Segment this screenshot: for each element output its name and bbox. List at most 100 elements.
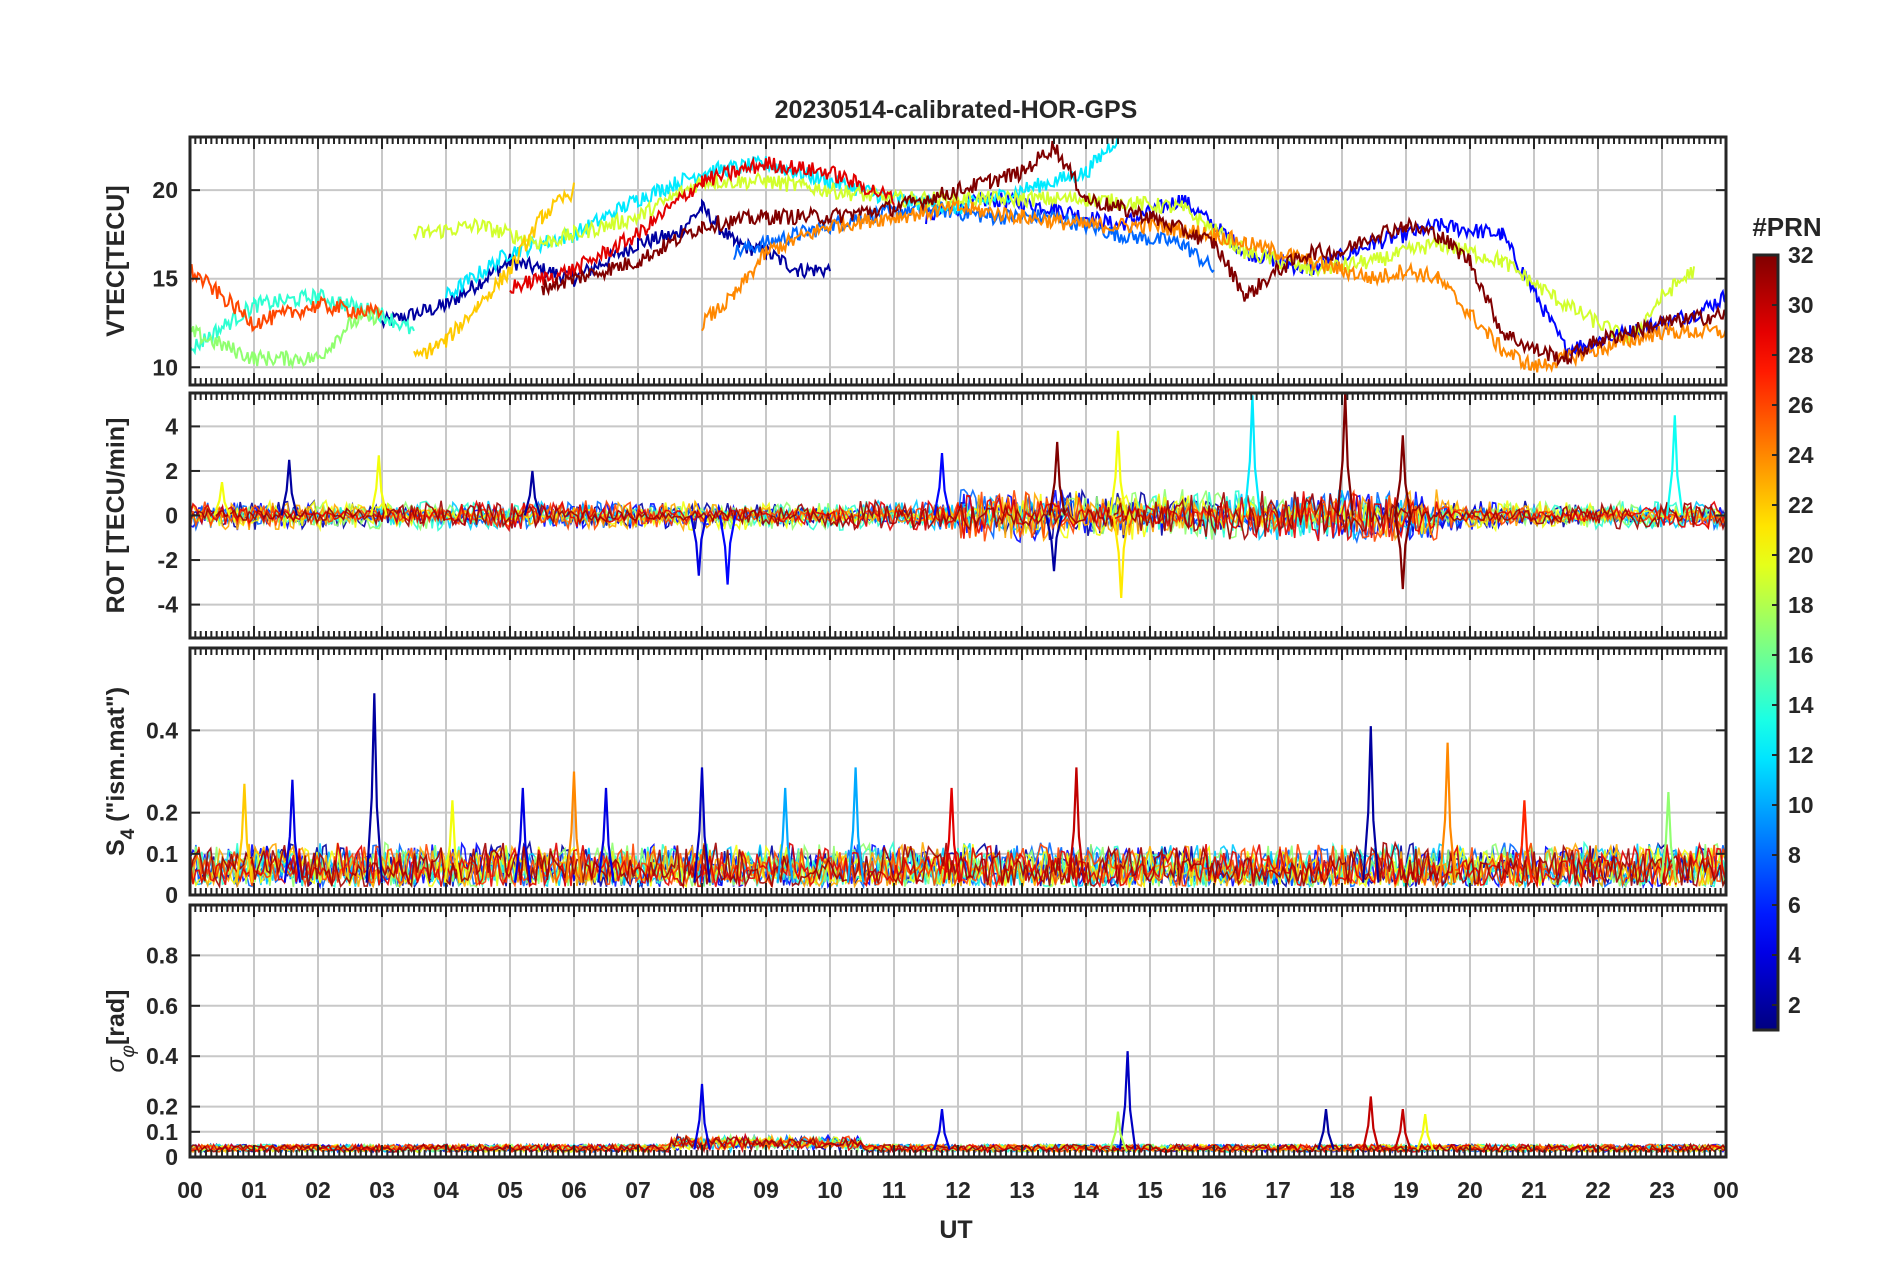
y-tick-label: -4 bbox=[158, 592, 179, 618]
spike-prn-32 bbox=[1048, 441, 1066, 516]
spike-prn-20 bbox=[370, 455, 388, 516]
x-tick-label: 04 bbox=[433, 1177, 459, 1203]
colorbar-tick-label: 22 bbox=[1788, 492, 1814, 518]
colorbar-gradient bbox=[1754, 255, 1778, 1030]
y-tick-label: 0.1 bbox=[146, 841, 178, 867]
spike-prn-10 bbox=[776, 787, 794, 883]
y-tick-label: 10 bbox=[152, 354, 178, 380]
spike-prn-20 bbox=[1416, 1114, 1434, 1150]
spike-prn-4 bbox=[597, 787, 615, 883]
spike-prn-22 bbox=[235, 783, 254, 883]
spike-prn-32 bbox=[1336, 393, 1354, 516]
colorbar-tick-label: 28 bbox=[1788, 342, 1814, 368]
x-tick-label: 15 bbox=[1137, 1177, 1163, 1203]
grid-lines bbox=[190, 905, 1726, 1157]
y-tick-label: 0 bbox=[165, 1144, 178, 1170]
x-tick-label: 02 bbox=[305, 1177, 331, 1203]
series-prn-2 bbox=[381, 198, 831, 330]
x-axis-label: UT bbox=[939, 1216, 972, 1244]
colorbar-tick-label: 2 bbox=[1788, 992, 1801, 1018]
spike-prn-4 bbox=[933, 1108, 951, 1150]
spike-prn-32 bbox=[1394, 435, 1412, 516]
spike-prn-17 bbox=[1659, 792, 1678, 883]
y-tick-label: 0.4 bbox=[146, 1043, 178, 1069]
colorbar-tick-label: 16 bbox=[1788, 642, 1814, 668]
minor-ticks bbox=[189, 393, 1727, 638]
spike-prn-27 bbox=[1515, 800, 1534, 883]
colorbar-tick-label: 32 bbox=[1788, 242, 1814, 268]
x-tick-label: 00 bbox=[1713, 1177, 1739, 1203]
colorbar-title: #PRN bbox=[1752, 212, 1821, 242]
series-group bbox=[190, 137, 1726, 374]
x-tick-label: 22 bbox=[1585, 1177, 1611, 1203]
x-tick-label: 23 bbox=[1649, 1177, 1675, 1203]
y-tick-label: -2 bbox=[158, 547, 178, 573]
x-tick-label: 08 bbox=[689, 1177, 715, 1203]
x-tick-label: 05 bbox=[497, 1177, 523, 1203]
spike-prn-3 bbox=[1118, 1051, 1137, 1150]
x-tick-label: 12 bbox=[945, 1177, 971, 1203]
y-tick-label: 0.2 bbox=[146, 800, 178, 826]
x-tick-label: 03 bbox=[369, 1177, 395, 1203]
colorbar-tick-label: 4 bbox=[1788, 942, 1801, 968]
y-tick-label: 0.1 bbox=[146, 1119, 178, 1145]
y-axis-label: S4 ("ism.mat") bbox=[102, 687, 139, 856]
y-tick-label: 0.2 bbox=[146, 1094, 178, 1120]
y-tick-label: 4 bbox=[165, 413, 178, 439]
minor-ticks bbox=[189, 648, 1727, 895]
colorbar-tick-label: 30 bbox=[1788, 292, 1814, 318]
x-tick-label: 01 bbox=[241, 1177, 267, 1203]
y-tick-label: 0.4 bbox=[146, 717, 178, 743]
spike-prn-20 bbox=[213, 481, 231, 516]
spike-prn-30 bbox=[1394, 1108, 1412, 1150]
spike-prn-24 bbox=[565, 771, 583, 883]
spike-prn-5 bbox=[718, 515, 737, 585]
x-tick-label: 07 bbox=[625, 1177, 651, 1203]
colorbar-tick-label: 10 bbox=[1788, 792, 1814, 818]
minor-ticks bbox=[189, 137, 1727, 385]
y-tick-label: 2 bbox=[165, 458, 178, 484]
series-group bbox=[190, 693, 1726, 890]
spike-prn-2 bbox=[1362, 726, 1380, 883]
spike-prn-29 bbox=[942, 787, 961, 883]
colorbar-tick-label: 26 bbox=[1788, 392, 1814, 418]
series-group bbox=[190, 393, 1726, 598]
spike-prn-4 bbox=[690, 515, 708, 576]
spike-prn-4 bbox=[283, 779, 302, 883]
x-tick-label: 14 bbox=[1073, 1177, 1099, 1203]
x-tick-label: 11 bbox=[882, 1177, 907, 1203]
spike-prn-2 bbox=[1317, 1108, 1335, 1150]
x-tick-label: 06 bbox=[561, 1177, 587, 1203]
y-axis-label: VTEC[TECU] bbox=[102, 185, 130, 336]
panel-s4: 0 0.1 0.2 0.4 S4 ("ism.mat") bbox=[102, 646, 1728, 908]
y-axis-label: σφ[rad] bbox=[102, 989, 139, 1072]
spike-prn-2 bbox=[1045, 515, 1063, 572]
panel-rot: -4 -2 0 2 4 ROT [TECU/min] bbox=[102, 391, 1728, 640]
spike-prn-18 bbox=[1109, 1111, 1127, 1150]
x-tick-label: 09 bbox=[753, 1177, 779, 1203]
spike-prn-2 bbox=[280, 459, 298, 516]
series-prn-26 bbox=[190, 263, 383, 333]
y-tick-label: 20 bbox=[152, 177, 178, 203]
spike-prn-20 bbox=[1109, 430, 1127, 516]
spike-prn-32 bbox=[1394, 515, 1412, 590]
x-tick-label: 13 bbox=[1009, 1177, 1035, 1203]
x-tick-label: 16 bbox=[1201, 1177, 1227, 1203]
y-tick-label: 0.6 bbox=[146, 993, 178, 1019]
spike-prn-3 bbox=[693, 767, 711, 883]
y-axis-label: ROT [TECU/min] bbox=[102, 418, 130, 614]
colorbar-frame bbox=[1752, 253, 1780, 1032]
x-tick-label: 17 bbox=[1265, 1177, 1291, 1203]
colorbar-tick-label: 24 bbox=[1788, 442, 1814, 468]
series-prn-17 bbox=[190, 306, 383, 370]
x-tick-label: 19 bbox=[1393, 1177, 1419, 1203]
x-tick-label: 00 bbox=[177, 1177, 203, 1203]
y-tick-label: 0 bbox=[165, 503, 178, 529]
spike-prn-10 bbox=[846, 767, 865, 883]
spike-prn-5 bbox=[933, 453, 951, 516]
x-tick-label: 18 bbox=[1329, 1177, 1355, 1203]
y-tick-label: 15 bbox=[152, 266, 178, 292]
x-tick-label: 21 bbox=[1521, 1177, 1547, 1203]
spike-prn-21 bbox=[1112, 515, 1130, 598]
spike-prn-4 bbox=[514, 787, 532, 883]
